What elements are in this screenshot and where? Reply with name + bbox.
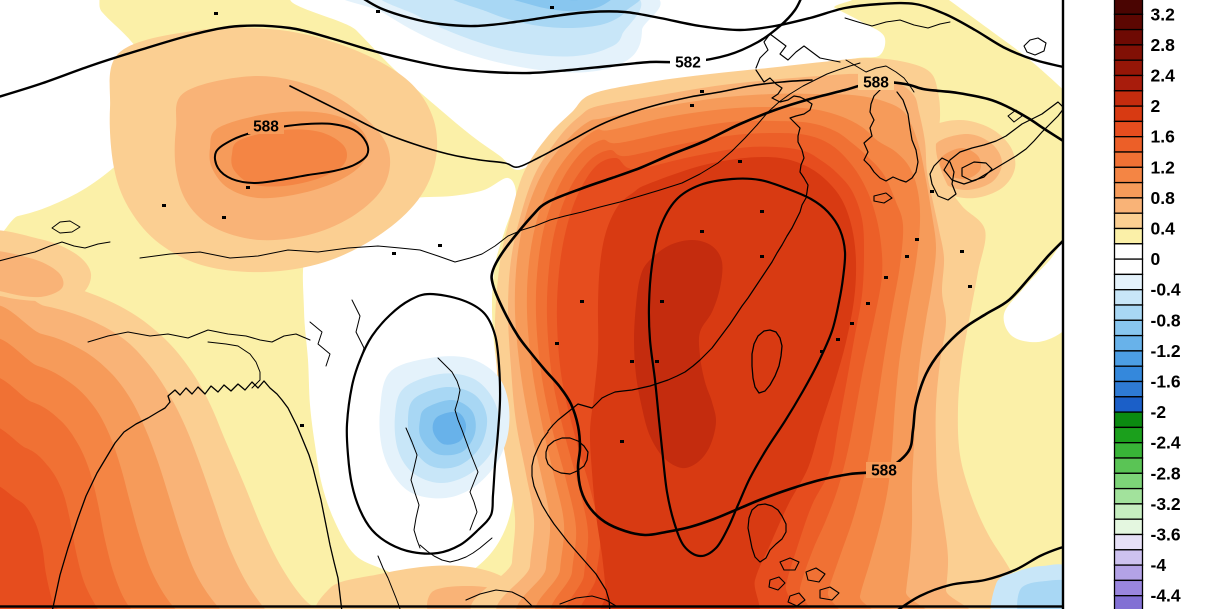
svg-text:588: 588 [253, 119, 279, 136]
svg-text:2.8: 2.8 [1151, 35, 1176, 55]
svg-text:0.8: 0.8 [1151, 188, 1176, 208]
svg-text:-1.2: -1.2 [1151, 341, 1181, 361]
svg-text:1.2: 1.2 [1151, 157, 1176, 177]
svg-text:588: 588 [871, 463, 897, 480]
svg-text:2.4: 2.4 [1151, 66, 1176, 86]
svg-text:582: 582 [675, 55, 701, 72]
svg-text:-2: -2 [1151, 402, 1167, 422]
svg-text:0.4: 0.4 [1151, 219, 1176, 239]
svg-text:2: 2 [1151, 96, 1161, 116]
svg-text:588: 588 [863, 75, 889, 92]
svg-text:-4: -4 [1151, 555, 1167, 575]
svg-text:-0.8: -0.8 [1151, 310, 1181, 330]
svg-text:-4.4: -4.4 [1151, 586, 1181, 606]
svg-text:-1.6: -1.6 [1151, 372, 1181, 392]
svg-text:-3.2: -3.2 [1151, 494, 1181, 514]
svg-text:3.2: 3.2 [1151, 4, 1176, 24]
svg-text:1.6: 1.6 [1151, 127, 1176, 147]
svg-text:-2.8: -2.8 [1151, 463, 1181, 483]
svg-text:-3.6: -3.6 [1151, 525, 1181, 545]
svg-text:-2.4: -2.4 [1151, 433, 1181, 453]
svg-text:-0.4: -0.4 [1151, 280, 1181, 300]
svg-text:0: 0 [1151, 249, 1161, 269]
